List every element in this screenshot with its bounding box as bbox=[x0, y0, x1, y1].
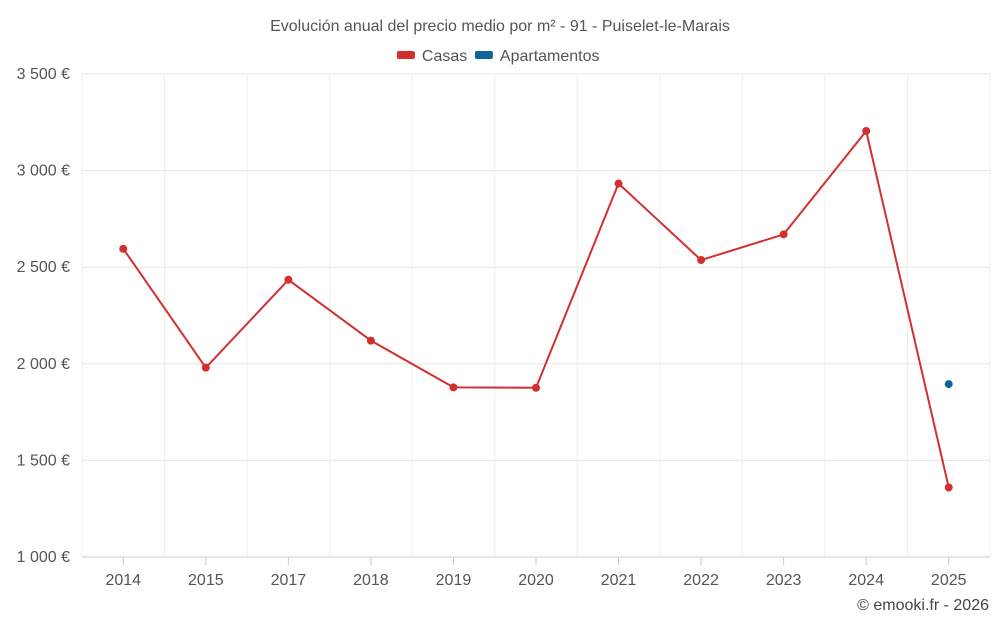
series-layer bbox=[119, 126, 953, 492]
data-point-casas[interactable] bbox=[201, 363, 210, 372]
y-axis: 1 000 € 1 500 € 2 000 € 2 500 € 3 000 € 3 500… bbox=[17, 66, 70, 566]
data-point-casas[interactable] bbox=[779, 230, 788, 239]
x-tick-label: 2014 bbox=[105, 572, 141, 589]
y-tick-label: 2 500 € bbox=[17, 259, 70, 276]
y-tick-label: 1 000 € bbox=[17, 549, 70, 566]
y-tick-label: 1 500 € bbox=[17, 452, 70, 469]
data-point-casas[interactable] bbox=[366, 336, 375, 345]
credit-text: © emooki.fr - 2026 bbox=[857, 597, 989, 614]
legend-label: Apartamentos bbox=[500, 48, 600, 65]
data-point-casas[interactable] bbox=[449, 383, 458, 392]
data-point-casas[interactable] bbox=[614, 179, 623, 188]
x-tick-label: 2025 bbox=[931, 572, 967, 589]
x-tick-label: 2020 bbox=[518, 572, 554, 589]
data-point-casas[interactable] bbox=[697, 256, 706, 265]
x-tick-label: 2018 bbox=[353, 572, 389, 589]
y-tick-label: 3 000 € bbox=[17, 163, 70, 180]
legend-swatch bbox=[396, 51, 415, 59]
grid bbox=[81, 73, 991, 558]
legend-swatch bbox=[474, 51, 493, 59]
legend-label: Casas bbox=[422, 48, 467, 65]
legend-item-apartamentos[interactable]: Apartamentos bbox=[474, 48, 600, 65]
x-tick-label: 2021 bbox=[601, 572, 637, 589]
x-tick-label: 2023 bbox=[766, 572, 802, 589]
chart-title: Evolución anual del precio medio por m² … bbox=[270, 18, 730, 35]
y-tick-label: 3 500 € bbox=[17, 66, 70, 83]
data-point-casas[interactable] bbox=[284, 275, 293, 284]
x-tick-label: 2017 bbox=[271, 572, 307, 589]
data-point-apartamentos[interactable] bbox=[944, 380, 953, 389]
legend-item-casas[interactable]: Casas bbox=[396, 48, 467, 65]
y-tick-label: 2 000 € bbox=[17, 356, 70, 373]
x-tick-label: 2015 bbox=[188, 572, 224, 589]
data-point-casas[interactable] bbox=[119, 244, 128, 253]
data-point-casas[interactable] bbox=[532, 383, 540, 392]
x-tick-label: 2024 bbox=[848, 572, 884, 589]
data-point-casas[interactable] bbox=[944, 483, 953, 492]
data-point-casas[interactable] bbox=[862, 126, 871, 135]
x-tick-label: 2022 bbox=[683, 572, 719, 589]
x-axis: 2014 2015 2017 2018 2019 2020 2021 2022 2023 2024… bbox=[82, 556, 990, 589]
x-tick-label: 2019 bbox=[436, 572, 472, 589]
legend: Casas Apartamentos bbox=[396, 48, 600, 65]
